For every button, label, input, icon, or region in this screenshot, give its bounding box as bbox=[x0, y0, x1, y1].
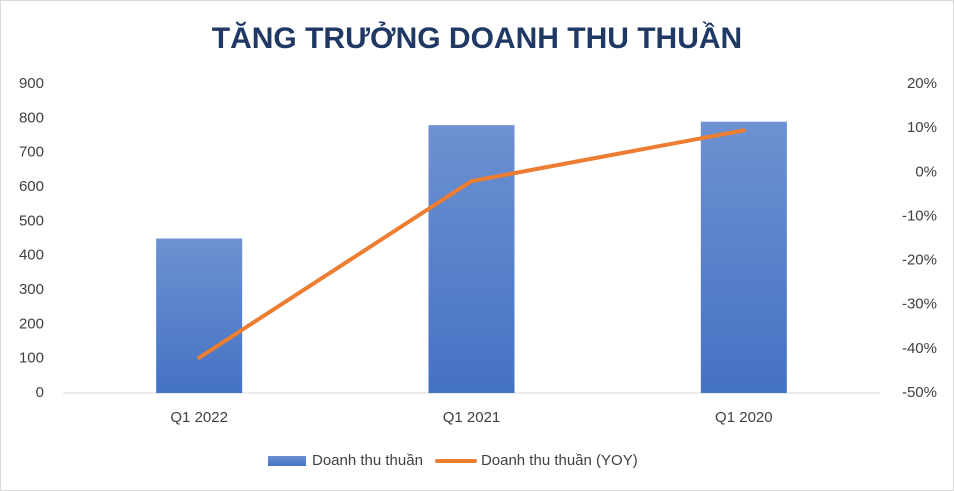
y-tick-label: 600 bbox=[19, 178, 44, 195]
y-tick-label: 0 bbox=[36, 384, 44, 401]
y2-tick-label: -40% bbox=[902, 340, 937, 357]
x-tick-label: Q1 2022 bbox=[170, 409, 228, 426]
y-tick-label: 300 bbox=[19, 281, 44, 298]
y2-tick-label: 0% bbox=[915, 163, 937, 180]
y-tick-label: 900 bbox=[19, 75, 44, 92]
x-tick-label: Q1 2020 bbox=[715, 409, 773, 426]
legend-label: Doanh thu thuần (YOY) bbox=[481, 452, 638, 469]
y2-tick-label: -10% bbox=[902, 207, 937, 224]
bar-shade bbox=[156, 238, 243, 393]
legend-swatch-shade bbox=[268, 456, 306, 466]
y-tick-label: 400 bbox=[19, 247, 44, 264]
bar-shade bbox=[428, 125, 515, 393]
y-tick-label: 800 bbox=[19, 109, 44, 126]
y-tick-label: 700 bbox=[19, 144, 44, 161]
x-tick-label: Q1 2021 bbox=[443, 409, 501, 426]
chart-title: TĂNG TRƯỞNG DOANH THU THUẦN bbox=[212, 21, 742, 55]
y2-tick-label: 20% bbox=[907, 75, 937, 92]
y-tick-label: 100 bbox=[19, 350, 44, 367]
y2-tick-label: -20% bbox=[902, 252, 937, 269]
line bbox=[197, 128, 746, 360]
legend-label: Doanh thu thuần bbox=[312, 452, 423, 469]
y-tick-label: 500 bbox=[19, 212, 44, 229]
y2-tick-label: -30% bbox=[902, 296, 937, 313]
y2-tick-label: 10% bbox=[907, 119, 937, 136]
bar-shade bbox=[700, 121, 787, 394]
y2-tick-label: -50% bbox=[902, 384, 937, 401]
y-tick-label: 200 bbox=[19, 315, 44, 332]
